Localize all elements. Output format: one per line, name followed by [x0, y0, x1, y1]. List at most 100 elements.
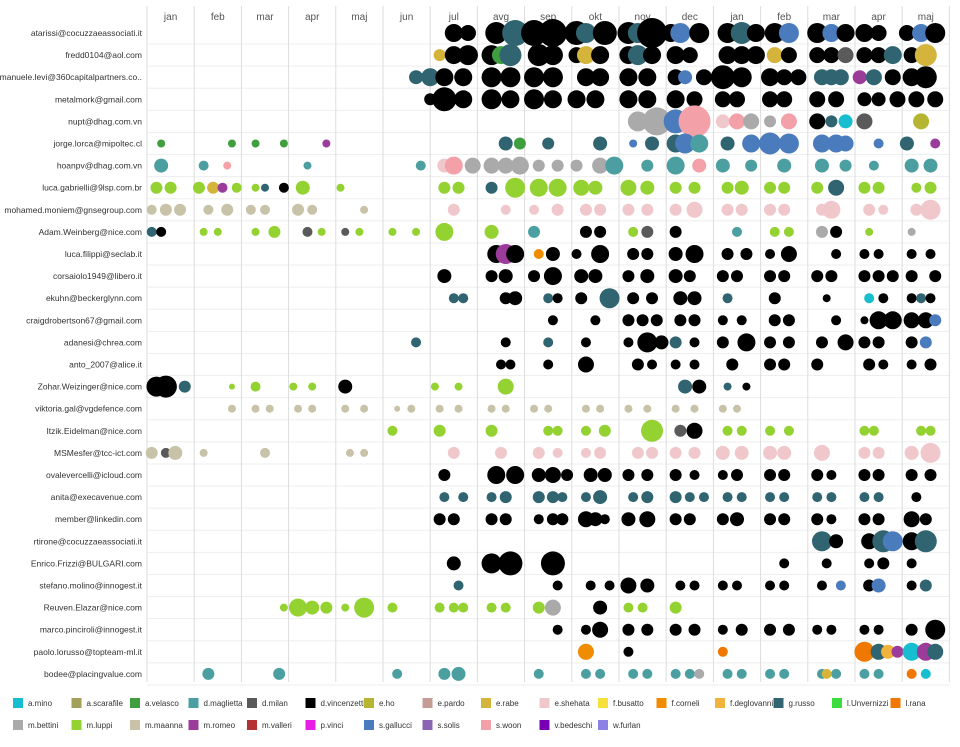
- data-point: [859, 624, 870, 635]
- row-label: member@linkedin.com: [55, 514, 142, 524]
- row-label: ekuhn@beckerglynn.com: [46, 293, 142, 303]
- data-point: [668, 269, 683, 284]
- data-point: [884, 69, 901, 86]
- data-point: [878, 293, 889, 304]
- legend: a.mino a.scarafile a.velasco d.maglietta d.m…: [13, 698, 926, 730]
- data-point: [730, 22, 753, 44]
- data-point: [543, 293, 554, 304]
- data-point: [858, 270, 871, 283]
- legend-swatch: [832, 698, 842, 708]
- data-point: [826, 514, 837, 525]
- data-point: [873, 138, 884, 149]
- data-point: [690, 134, 709, 153]
- data-point: [688, 623, 701, 636]
- data-point: [762, 91, 779, 108]
- data-point: [906, 249, 917, 259]
- data-point: [906, 558, 917, 569]
- data-point: [912, 24, 931, 42]
- legend-swatch: [422, 698, 433, 708]
- row-label: marco.pinciroli@innogest.it: [40, 625, 143, 635]
- month-tick-label: feb: [211, 12, 225, 23]
- data-point: [683, 513, 696, 526]
- data-point: [341, 603, 350, 612]
- legend-swatch: [71, 698, 82, 708]
- data-point: [592, 621, 609, 638]
- data-point: [690, 404, 699, 413]
- data-point: [641, 491, 654, 504]
- data-point: [345, 448, 354, 457]
- legend-label: m.luppi: [87, 721, 113, 730]
- data-point: [764, 336, 777, 349]
- data-point: [595, 668, 606, 679]
- data-point: [811, 358, 824, 371]
- data-point: [628, 492, 639, 503]
- data-point: [642, 668, 653, 679]
- data-point: [674, 314, 687, 327]
- data-point: [157, 139, 166, 148]
- data-point: [815, 225, 828, 238]
- data-point: [812, 624, 823, 635]
- data-point: [251, 404, 260, 413]
- data-point: [852, 70, 867, 85]
- data-point: [544, 467, 561, 483]
- row-label: luca.gabrielli@9lsp.com.br: [42, 183, 142, 193]
- data-point: [714, 91, 731, 108]
- data-point: [432, 87, 457, 112]
- data-point: [873, 668, 884, 679]
- data-point: [813, 444, 830, 461]
- data-point: [864, 293, 875, 304]
- data-point: [217, 182, 228, 193]
- legend-swatch: [71, 720, 82, 730]
- data-point: [779, 492, 790, 503]
- data-point: [621, 512, 636, 527]
- data-point: [543, 90, 562, 109]
- data-point: [670, 668, 681, 679]
- data-point: [577, 356, 594, 373]
- data-point: [444, 156, 463, 175]
- data-point: [433, 513, 446, 526]
- data-point: [645, 136, 660, 151]
- data-point: [580, 337, 591, 348]
- data-point: [576, 68, 595, 87]
- data-point: [150, 181, 163, 194]
- data-point: [764, 181, 777, 194]
- row-label: Reuven.Elazar@nice.com: [44, 603, 142, 613]
- data-point: [764, 469, 777, 481]
- legend-label: s.woon: [496, 721, 521, 730]
- data-point: [903, 312, 920, 329]
- data-point: [790, 69, 807, 86]
- data-point: [646, 292, 659, 305]
- data-point: [203, 204, 214, 215]
- data-point: [547, 315, 558, 326]
- data-point: [733, 404, 741, 413]
- data-point: [627, 248, 640, 260]
- data-point: [669, 446, 682, 459]
- data-point: [227, 404, 236, 413]
- data-point: [828, 179, 845, 196]
- data-point: [905, 336, 918, 349]
- data-point: [487, 466, 506, 484]
- grid: [146, 6, 950, 686]
- data-point: [622, 469, 635, 481]
- row-label: anita@execavenue.com: [51, 492, 142, 502]
- data-point: [458, 602, 469, 613]
- data-point: [780, 246, 797, 262]
- data-point: [765, 249, 776, 259]
- legend-label: m.bettini: [28, 721, 58, 730]
- data-point: [415, 160, 426, 171]
- data-point: [872, 336, 885, 349]
- legend-swatch: [188, 698, 199, 708]
- legend-label: m.valleri: [262, 721, 292, 730]
- legend-swatch: [130, 720, 140, 730]
- data-point: [832, 69, 849, 86]
- data-point: [636, 314, 649, 327]
- data-point: [159, 203, 172, 216]
- data-point: [639, 511, 656, 528]
- data-point: [528, 225, 541, 238]
- data-point: [545, 247, 560, 261]
- data-point: [508, 291, 523, 306]
- data-point: [717, 580, 728, 591]
- legend-swatch: [481, 698, 491, 708]
- data-point: [641, 623, 654, 636]
- data-point: [911, 182, 922, 193]
